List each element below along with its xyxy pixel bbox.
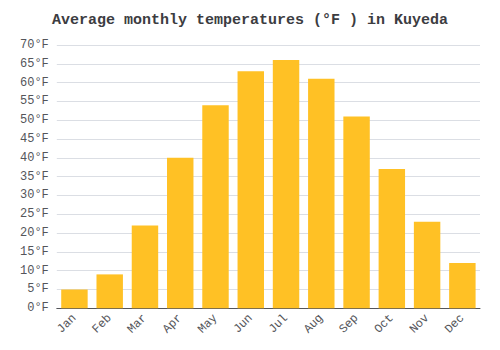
svg-text:45°F: 45°F [20, 132, 49, 146]
svg-text:60°F: 60°F [20, 76, 49, 90]
svg-text:Oct: Oct [372, 311, 397, 336]
svg-text:Jul: Jul [266, 311, 291, 336]
svg-text:15°F: 15°F [20, 245, 49, 259]
svg-text:70°F: 70°F [20, 38, 49, 52]
svg-text:30°F: 30°F [20, 188, 49, 202]
svg-text:20°F: 20°F [20, 226, 49, 240]
svg-text:Aug: Aug [301, 311, 326, 336]
svg-text:Nov: Nov [407, 311, 432, 336]
svg-text:35°F: 35°F [20, 170, 49, 184]
svg-text:Average monthly temperatures (: Average monthly temperatures (°F ) in Ku… [52, 12, 448, 29]
svg-text:Jan: Jan [54, 311, 79, 336]
svg-text:Dec: Dec [442, 311, 467, 336]
svg-text:10°F: 10°F [20, 264, 49, 278]
svg-text:Apr: Apr [160, 311, 185, 336]
svg-text:55°F: 55°F [20, 94, 49, 108]
svg-text:25°F: 25°F [20, 207, 49, 221]
svg-text:Sep: Sep [336, 311, 361, 336]
svg-text:0°F: 0°F [27, 301, 49, 315]
svg-text:Feb: Feb [89, 311, 114, 336]
svg-text:Jun: Jun [231, 311, 256, 336]
svg-text:Mar: Mar [125, 311, 150, 336]
svg-text:40°F: 40°F [20, 151, 49, 165]
svg-text:50°F: 50°F [20, 113, 49, 127]
svg-text:May: May [195, 311, 220, 336]
svg-text:5°F: 5°F [27, 282, 49, 296]
svg-text:65°F: 65°F [20, 57, 49, 71]
